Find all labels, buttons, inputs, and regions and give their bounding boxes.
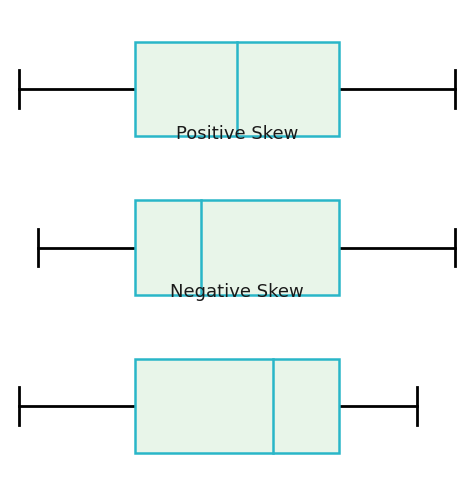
Bar (135, 200, 339, 295)
Bar (135, 359, 339, 453)
Text: Positive Skew: Positive Skew (176, 125, 298, 143)
Bar (135, 42, 339, 136)
Text: Negative Skew: Negative Skew (170, 283, 304, 301)
